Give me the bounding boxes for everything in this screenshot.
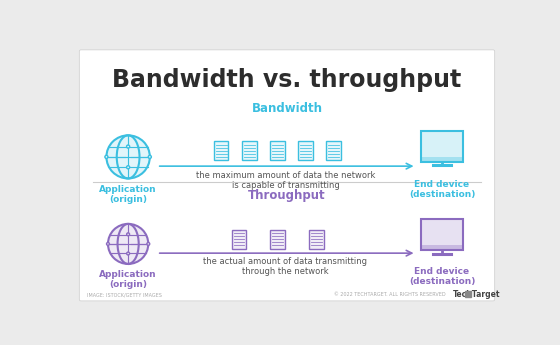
Text: © 2022 TECHTARGET. ALL RIGHTS RESERVED: © 2022 TECHTARGET. ALL RIGHTS RESERVED bbox=[334, 292, 445, 297]
FancyBboxPatch shape bbox=[421, 245, 463, 250]
FancyBboxPatch shape bbox=[270, 230, 285, 248]
Text: Bandwidth: Bandwidth bbox=[251, 102, 323, 115]
Circle shape bbox=[106, 243, 109, 245]
Circle shape bbox=[147, 243, 150, 245]
Text: Application
(origin): Application (origin) bbox=[99, 185, 157, 204]
Text: TechTarget: TechTarget bbox=[453, 290, 501, 299]
FancyBboxPatch shape bbox=[298, 141, 313, 160]
Circle shape bbox=[105, 155, 108, 158]
Text: Throughput: Throughput bbox=[248, 189, 326, 202]
FancyBboxPatch shape bbox=[421, 219, 463, 250]
Text: End device
(destination): End device (destination) bbox=[409, 180, 475, 199]
FancyBboxPatch shape bbox=[270, 141, 285, 160]
Text: IMAGE: ISTOCK/GETTY IMAGES: IMAGE: ISTOCK/GETTY IMAGES bbox=[87, 292, 162, 297]
Text: the maximum amount of data the network
is capable of transmitting: the maximum amount of data the network i… bbox=[196, 171, 375, 190]
Text: Bandwidth vs. throughput: Bandwidth vs. throughput bbox=[113, 68, 461, 92]
Circle shape bbox=[106, 135, 150, 178]
Text: the actual amount of data transmitting
through the network: the actual amount of data transmitting t… bbox=[203, 257, 367, 276]
Text: End device
(destination): End device (destination) bbox=[409, 267, 475, 286]
FancyBboxPatch shape bbox=[421, 131, 463, 161]
FancyBboxPatch shape bbox=[80, 50, 494, 301]
Circle shape bbox=[148, 155, 151, 158]
Circle shape bbox=[127, 145, 130, 148]
Circle shape bbox=[127, 166, 130, 169]
FancyBboxPatch shape bbox=[309, 230, 324, 248]
FancyBboxPatch shape bbox=[242, 141, 257, 160]
Circle shape bbox=[127, 252, 129, 255]
Circle shape bbox=[127, 233, 129, 236]
Circle shape bbox=[108, 224, 148, 264]
FancyBboxPatch shape bbox=[214, 141, 228, 160]
Text: Application
(origin): Application (origin) bbox=[99, 270, 157, 289]
FancyBboxPatch shape bbox=[232, 230, 246, 248]
FancyBboxPatch shape bbox=[326, 141, 341, 160]
FancyBboxPatch shape bbox=[421, 157, 463, 161]
